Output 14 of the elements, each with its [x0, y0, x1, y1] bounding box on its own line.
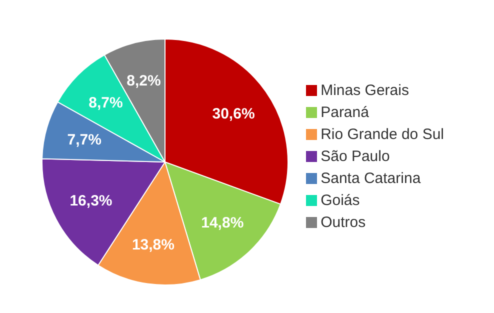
legend-label: São Paulo: [320, 148, 390, 164]
data-label: 13,8%: [132, 236, 174, 254]
legend-label: Paraná: [320, 104, 369, 120]
legend-label: Rio Grande do Sul: [320, 126, 444, 142]
data-label: 14,8%: [201, 214, 244, 232]
legend-label: Santa Catarina: [320, 170, 421, 186]
data-label: 7,7%: [67, 131, 102, 148]
data-label: 30,6%: [212, 106, 255, 123]
legend-label: Goiás: [320, 192, 360, 208]
data-label: 16,3%: [70, 192, 112, 210]
data-label: 8,7%: [88, 94, 123, 112]
legend-label: Minas Gerais: [320, 82, 409, 98]
legend-label: Outros: [320, 214, 366, 230]
data-label: 8,2%: [126, 72, 161, 90]
